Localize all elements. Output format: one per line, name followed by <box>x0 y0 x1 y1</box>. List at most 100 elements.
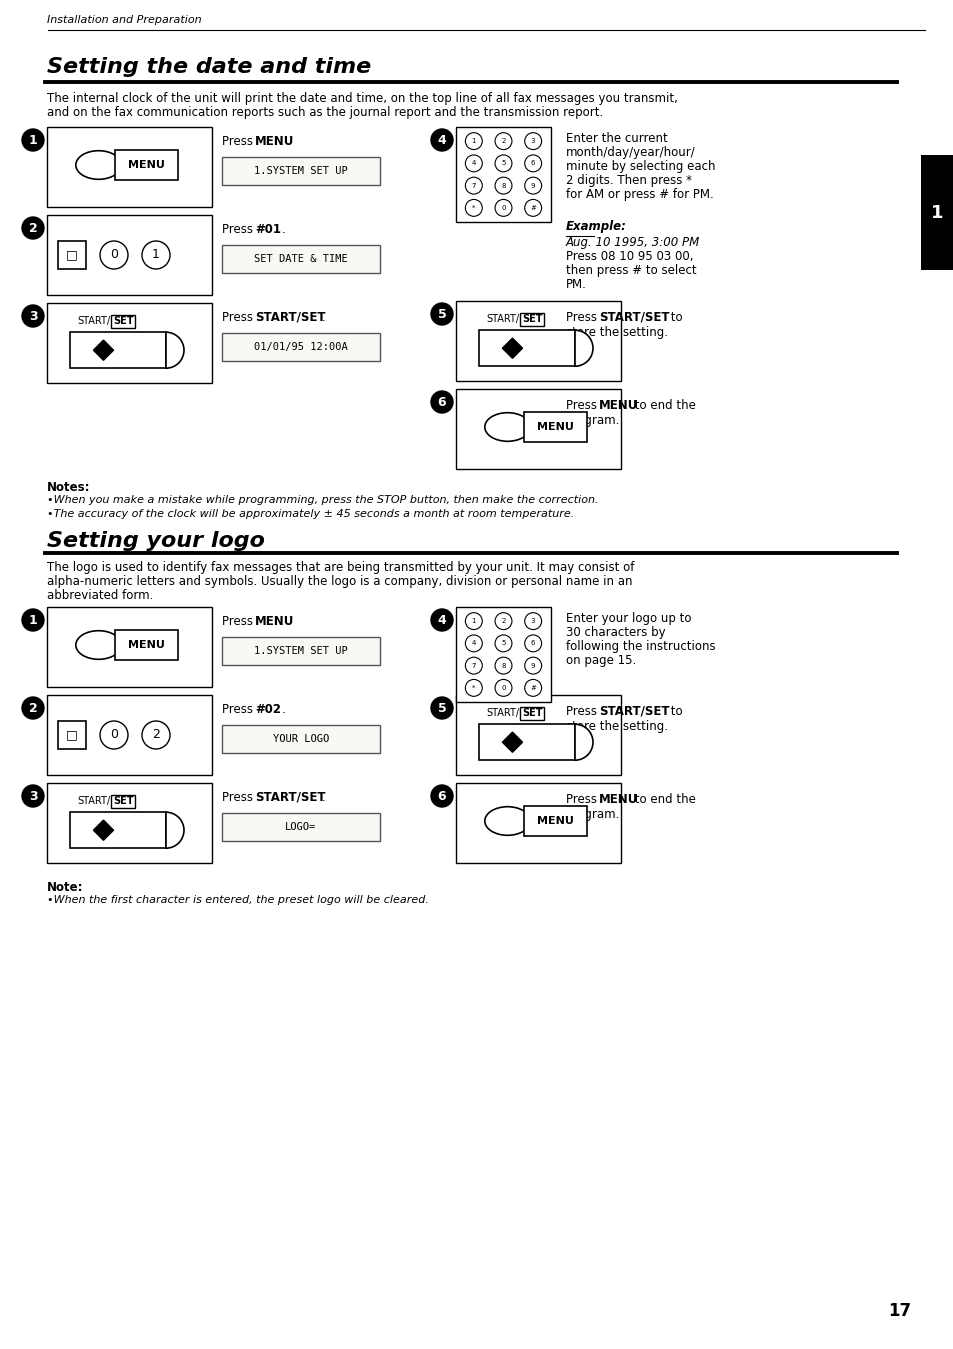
Text: #: # <box>530 205 536 210</box>
Bar <box>115 151 177 179</box>
Text: 2: 2 <box>29 221 37 235</box>
Circle shape <box>431 697 453 719</box>
Circle shape <box>524 177 541 194</box>
Text: .: . <box>322 791 325 804</box>
Bar <box>47 782 212 863</box>
Circle shape <box>22 130 44 151</box>
Bar <box>70 332 166 368</box>
Text: 2: 2 <box>29 701 37 715</box>
Circle shape <box>465 680 482 696</box>
Text: MENU: MENU <box>537 422 574 432</box>
Text: 8: 8 <box>500 182 505 189</box>
Text: .: . <box>282 703 286 716</box>
Text: .: . <box>322 312 325 324</box>
Text: 8: 8 <box>500 662 505 669</box>
Circle shape <box>22 697 44 719</box>
Text: to: to <box>666 706 682 718</box>
Circle shape <box>465 132 482 150</box>
Text: MENU: MENU <box>598 399 638 411</box>
Circle shape <box>524 132 541 150</box>
Text: 5: 5 <box>500 641 505 646</box>
Text: •When the first character is entered, the preset logo will be cleared.: •When the first character is entered, th… <box>47 894 429 905</box>
Text: 5: 5 <box>437 701 446 715</box>
Text: SET: SET <box>112 796 133 807</box>
Text: 0: 0 <box>110 248 118 262</box>
Text: SET: SET <box>521 314 542 324</box>
Text: 1: 1 <box>29 614 37 626</box>
Wedge shape <box>575 724 593 761</box>
Text: SET DATE & TIME: SET DATE & TIME <box>253 254 348 264</box>
Text: alpha-numeric letters and symbols. Usually the logo is a company, division or pe: alpha-numeric letters and symbols. Usual… <box>47 575 632 588</box>
Polygon shape <box>93 340 113 360</box>
Text: PM.: PM. <box>565 278 586 291</box>
Circle shape <box>142 241 170 268</box>
Circle shape <box>524 635 541 652</box>
Bar <box>222 156 379 185</box>
Circle shape <box>524 155 541 171</box>
Text: Press: Press <box>565 312 600 324</box>
Bar <box>456 127 551 223</box>
Bar <box>115 630 177 660</box>
Text: 6: 6 <box>531 641 535 646</box>
Circle shape <box>495 200 512 216</box>
Text: Press: Press <box>222 223 256 236</box>
Text: Enter your logo up to: Enter your logo up to <box>565 612 691 625</box>
Bar <box>456 607 551 701</box>
Bar <box>456 782 620 863</box>
Text: and on the fax communication reports such as the journal report and the transmis: and on the fax communication reports suc… <box>47 107 602 119</box>
Text: 3: 3 <box>29 789 37 803</box>
Text: START/SET: START/SET <box>598 312 669 324</box>
Bar <box>47 214 212 295</box>
Text: then press # to select: then press # to select <box>565 264 696 277</box>
Text: Press: Press <box>222 615 256 629</box>
Text: 0: 0 <box>110 728 118 742</box>
Bar <box>222 637 379 665</box>
Ellipse shape <box>484 413 530 441</box>
Text: minute by selecting each: minute by selecting each <box>565 161 715 173</box>
Text: program.: program. <box>565 414 619 428</box>
Text: MENU: MENU <box>128 639 165 650</box>
Text: MENU: MENU <box>254 615 294 629</box>
Text: Press: Press <box>222 312 256 324</box>
Text: on page 15.: on page 15. <box>565 654 636 666</box>
Text: Press: Press <box>565 706 600 718</box>
Text: Press: Press <box>222 135 256 148</box>
Text: •The accuracy of the clock will be approximately ± 45 seconds a month at room te: •The accuracy of the clock will be appro… <box>47 509 574 519</box>
Circle shape <box>495 155 512 171</box>
Bar <box>112 314 135 328</box>
Text: START/SET: START/SET <box>598 706 669 718</box>
Text: START/: START/ <box>486 708 518 719</box>
Text: following the instructions: following the instructions <box>565 639 715 653</box>
Text: #: # <box>530 685 536 691</box>
Circle shape <box>495 132 512 150</box>
Circle shape <box>431 391 453 413</box>
Text: Example:: Example: <box>565 220 626 233</box>
Text: 9: 9 <box>531 662 535 669</box>
Circle shape <box>465 612 482 630</box>
Text: Press: Press <box>565 793 600 805</box>
Bar <box>456 389 620 469</box>
Bar <box>58 241 86 268</box>
Text: START/: START/ <box>77 317 111 326</box>
Text: Enter the current: Enter the current <box>565 132 667 144</box>
Circle shape <box>22 608 44 631</box>
Text: The internal clock of the unit will print the date and time, on the top line of : The internal clock of the unit will prin… <box>47 92 678 105</box>
Text: 17: 17 <box>887 1302 911 1321</box>
Text: MENU: MENU <box>598 793 638 805</box>
Text: SET: SET <box>112 317 133 326</box>
Circle shape <box>22 305 44 326</box>
Text: #01: #01 <box>254 223 281 236</box>
Text: Installation and Preparation: Installation and Preparation <box>47 15 201 26</box>
Bar <box>519 313 543 326</box>
Text: store the setting.: store the setting. <box>565 720 667 733</box>
Bar <box>920 155 953 270</box>
Text: 9: 9 <box>531 182 535 189</box>
Circle shape <box>431 785 453 807</box>
Bar <box>222 333 379 362</box>
Text: 2: 2 <box>500 138 505 144</box>
Circle shape <box>524 680 541 696</box>
Bar <box>70 812 166 849</box>
Text: 7: 7 <box>471 182 476 189</box>
Ellipse shape <box>75 151 121 179</box>
Circle shape <box>100 241 128 268</box>
